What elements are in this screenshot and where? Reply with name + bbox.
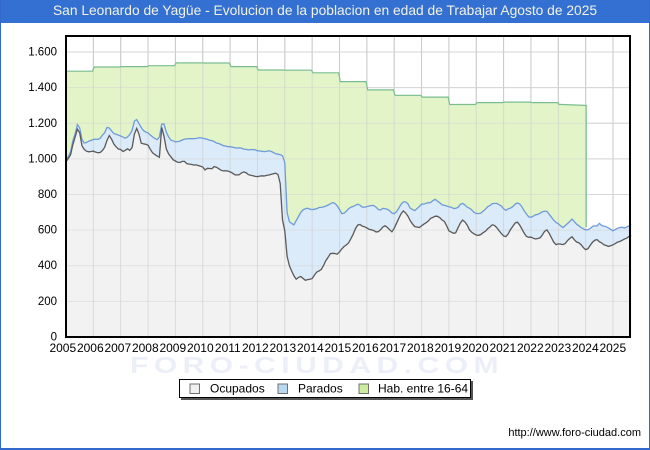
svg-text:2010: 2010	[187, 341, 214, 355]
svg-text:Parados: Parados	[298, 382, 343, 396]
svg-text:2022: 2022	[517, 341, 544, 355]
svg-text:2008: 2008	[132, 341, 159, 355]
svg-text:2011: 2011	[215, 341, 241, 355]
svg-text:2020: 2020	[462, 341, 489, 355]
svg-text:2025: 2025	[599, 341, 626, 355]
svg-text:2016: 2016	[352, 341, 379, 355]
svg-text:1.400: 1.400	[28, 82, 57, 94]
svg-text:2007: 2007	[104, 341, 131, 355]
svg-text:200: 200	[38, 296, 57, 308]
svg-text:FORO-CIUDAD.COM: FORO-CIUDAD.COM	[130, 352, 504, 378]
svg-text:2014: 2014	[297, 341, 324, 355]
svg-text:600: 600	[38, 225, 57, 237]
svg-text:2017: 2017	[379, 341, 406, 355]
svg-text:2021: 2021	[489, 341, 516, 355]
svg-text:2012: 2012	[242, 341, 269, 355]
svg-text:1.000: 1.000	[28, 153, 57, 165]
svg-text:800: 800	[38, 189, 57, 201]
svg-text:2024: 2024	[572, 341, 599, 355]
svg-text:2005: 2005	[49, 341, 76, 355]
svg-text:2018: 2018	[407, 341, 434, 355]
svg-text:400: 400	[38, 260, 57, 272]
svg-text:2023: 2023	[544, 341, 571, 355]
svg-text:2015: 2015	[324, 341, 351, 355]
svg-text:2009: 2009	[159, 341, 186, 355]
svg-text:Ocupados: Ocupados	[210, 382, 265, 396]
svg-text:http://www.foro-ciudad.com: http://www.foro-ciudad.com	[508, 427, 641, 439]
svg-text:1.600: 1.600	[28, 47, 57, 59]
svg-text:0: 0	[51, 332, 57, 344]
svg-text:Hab. entre 16-64: Hab. entre 16-64	[378, 382, 468, 396]
svg-text:2006: 2006	[77, 341, 104, 355]
svg-text:2019: 2019	[434, 341, 461, 355]
svg-text:2013: 2013	[269, 341, 296, 355]
svg-text:1.200: 1.200	[28, 118, 57, 130]
